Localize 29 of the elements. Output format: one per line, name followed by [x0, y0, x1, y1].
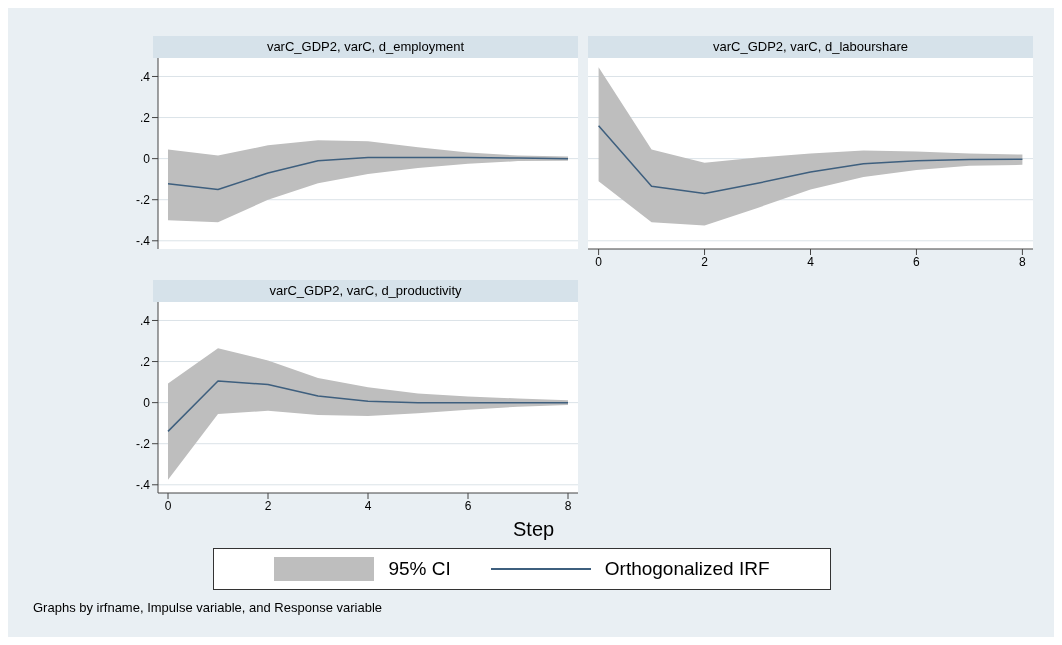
line-series [167, 156, 569, 191]
y-tick-label: -.4 [135, 234, 151, 249]
y-tick-label: .4 [139, 69, 151, 84]
x-tick-label: 6 [464, 498, 472, 513]
x-tick-label: 2 [701, 254, 709, 269]
y-tick-label: -.2 [135, 436, 151, 451]
y-tick-label: .2 [139, 110, 151, 125]
y-tick-label: .2 [139, 354, 151, 369]
x-tick-label: 4 [807, 254, 815, 269]
x-axis-title: Step [513, 518, 555, 541]
x-tick-label: 2 [264, 498, 272, 513]
x-tick-label: 0 [164, 498, 172, 513]
text: Orthogonalized IRF [604, 558, 770, 580]
y-tick-label: -.2 [135, 192, 151, 207]
y-tick-label: 0 [143, 151, 151, 166]
x-tick-label: 4 [364, 498, 372, 513]
chart-title: varC_GDP2, varC, d_labourshare [588, 36, 1033, 58]
y-tick-label: .4 [139, 313, 151, 328]
text: Graphs by irfname, Impulse variable, and Response variable [33, 600, 383, 615]
line-series [167, 380, 569, 433]
chart-title: varC_GDP2, varC, d_employment [153, 36, 578, 58]
chart-title: varC_GDP2, varC, d_productivity [153, 280, 578, 302]
y-tick-label: -.4 [135, 478, 151, 493]
text: 95% CI [388, 558, 451, 580]
x-tick-label: 6 [913, 254, 921, 269]
x-tick-label: 8 [1019, 254, 1027, 269]
x-tick-label: 8 [564, 498, 572, 513]
x-tick-label: 0 [595, 254, 603, 269]
y-tick-label: 0 [143, 395, 151, 410]
